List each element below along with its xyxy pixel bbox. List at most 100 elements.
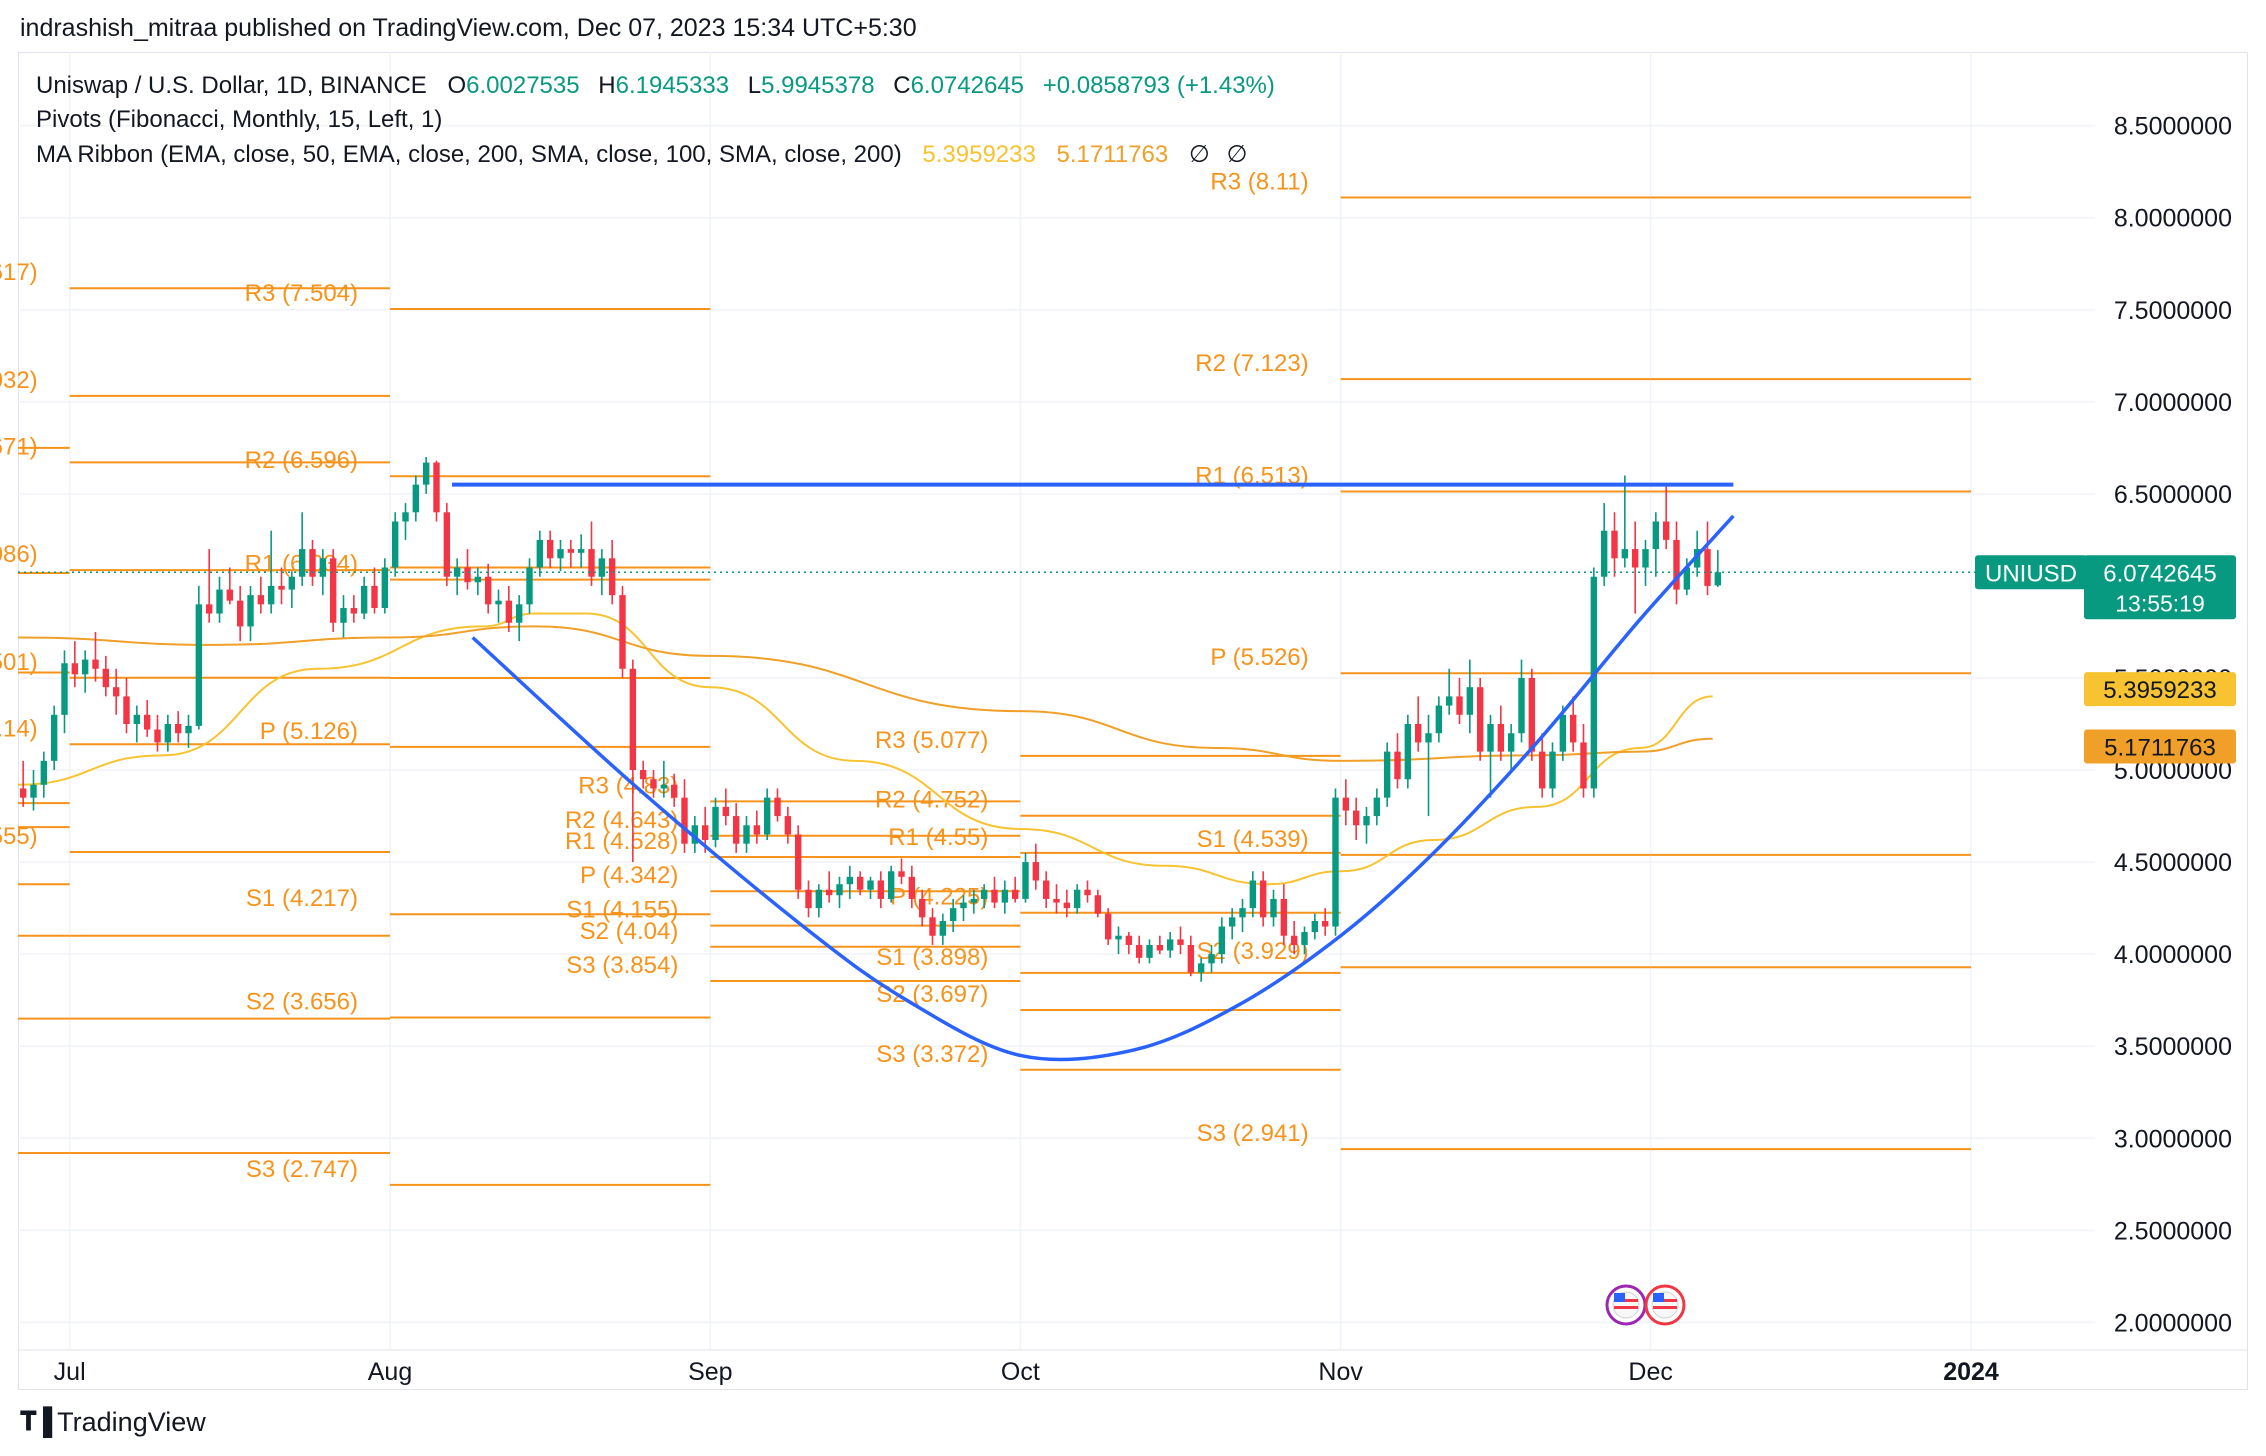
candle-body (991, 889, 998, 903)
candle-body (1652, 521, 1660, 550)
publisher-caption: indrashish_mitraa published on TradingVi… (20, 14, 917, 42)
candle-body (1662, 521, 1670, 540)
candle-body (319, 558, 327, 577)
price-tick-label: 3.0000000 (2114, 1125, 2232, 1153)
candle-body (1642, 549, 1649, 568)
candle-body (1611, 530, 1618, 559)
candle-body (898, 871, 905, 877)
candle-body (412, 484, 420, 513)
flag-stripe (1653, 1299, 1677, 1302)
pivot-label: P (6.086) (0, 541, 38, 568)
time-tick-label: Sep (688, 1358, 732, 1386)
high-label: H (598, 72, 616, 99)
candle-body (856, 876, 864, 890)
candle-body (1714, 572, 1722, 586)
candle-body (1156, 944, 1164, 951)
pivot-label: P (5.126) (260, 718, 358, 745)
candle-body (929, 917, 936, 936)
flag-stripe (1614, 1306, 1638, 1309)
price-tick-label: 2.5000000 (2114, 1217, 2232, 1245)
low-value: 5.9945378 (761, 72, 875, 99)
event-icons (1605, 1284, 1686, 1326)
candle-body (1373, 797, 1381, 817)
pivot-label: S3 (3.372) (876, 1041, 988, 1068)
candle-body (867, 880, 874, 890)
candle-body (309, 549, 316, 577)
candle-body (371, 585, 378, 609)
low-label: L (747, 72, 762, 99)
candle-body (1497, 724, 1505, 752)
candle-body (1549, 751, 1556, 789)
candle-body (1580, 742, 1587, 789)
pivot-label: S2 (3.929) (1197, 938, 1309, 965)
candle-body (1600, 530, 1608, 577)
candle-body (1456, 696, 1463, 715)
candle-body (1239, 908, 1246, 918)
pivot-label: S1 (5.501) (0, 649, 38, 676)
pivot-label: R2 (7.123) (1195, 350, 1308, 377)
candle-body (133, 714, 141, 725)
candle-body (1518, 677, 1525, 734)
candle-body (608, 558, 616, 596)
candle-body (1042, 880, 1050, 899)
candle-body (1404, 724, 1412, 780)
candle-body (980, 889, 988, 899)
candle-body (443, 512, 451, 577)
candle-body (567, 549, 575, 553)
candle-body (1425, 733, 1432, 743)
chart-pane[interactable] (18, 52, 2248, 1390)
candle-body (774, 797, 781, 817)
candle-body (1383, 751, 1391, 798)
ma-ribbon (17, 612, 1713, 886)
pivot-label: S3 (2.941) (1197, 1120, 1309, 1147)
high-value: 6.1945333 (615, 72, 730, 99)
flag-stripe (1614, 1299, 1638, 1302)
candle-body (1476, 687, 1484, 752)
candle-body (577, 549, 585, 553)
candle-body (1084, 889, 1091, 896)
tradingview-footer[interactable]: 𝐓▐ TradingView (20, 1406, 206, 1438)
candle-body (1135, 944, 1143, 958)
tradingview-logo-icon: 𝐓▐ (20, 1406, 52, 1436)
candle-body (1683, 567, 1691, 590)
pivot-label: S1 (4.217) (246, 885, 358, 912)
candle-body (1363, 816, 1370, 826)
flag-stripe (1653, 1306, 1677, 1309)
candle-body (195, 604, 203, 726)
ma-price-tag-bg (2084, 672, 2236, 707)
candle-body (1673, 539, 1680, 590)
candle-body (1011, 889, 1019, 899)
candle-body (1177, 939, 1184, 945)
candle-body (1693, 549, 1701, 568)
candle-body (1445, 696, 1453, 706)
close-value: 6.0742645 (910, 72, 1025, 99)
candle-body (908, 876, 916, 899)
candle-body (1218, 926, 1226, 955)
candle-body (691, 825, 699, 844)
time-tick-label: Jul (54, 1358, 86, 1386)
candle-body (267, 585, 275, 605)
candle-body (123, 696, 130, 725)
pivot-label: R1 (4.55) (888, 824, 988, 851)
legend-pivots[interactable]: Pivots (Fibonacci, Monthly, 15, Left, 1) (36, 106, 443, 133)
price-tick-label: 7.0000000 (2114, 389, 2232, 417)
candle-body (298, 549, 306, 577)
pivot-label: R1 (4.528) (565, 828, 678, 855)
candle-body (794, 834, 802, 890)
candle-body (381, 567, 389, 609)
candle-body (753, 825, 761, 835)
symbol-name[interactable]: Uniswap / U.S. Dollar, 1D, BINANCE (36, 72, 427, 99)
candle-body (743, 825, 750, 844)
candle-body (143, 714, 151, 730)
candle-body (1063, 902, 1071, 909)
pivot-levels: )2)3)5)1)1)4)R3 (7.617)R2 (7.032)R1 (6.6… (0, 168, 1971, 1186)
candle-body (1228, 917, 1236, 927)
candle-body (701, 825, 709, 841)
candle-body (1590, 576, 1598, 789)
candle-body (670, 784, 678, 798)
pivot-label: S3 (4.555) (0, 823, 38, 850)
candle-body (681, 797, 688, 844)
candle-body (660, 784, 668, 789)
legend-ma-ribbon[interactable]: MA Ribbon (EMA, close, 50, EMA, close, 2… (36, 140, 1247, 169)
